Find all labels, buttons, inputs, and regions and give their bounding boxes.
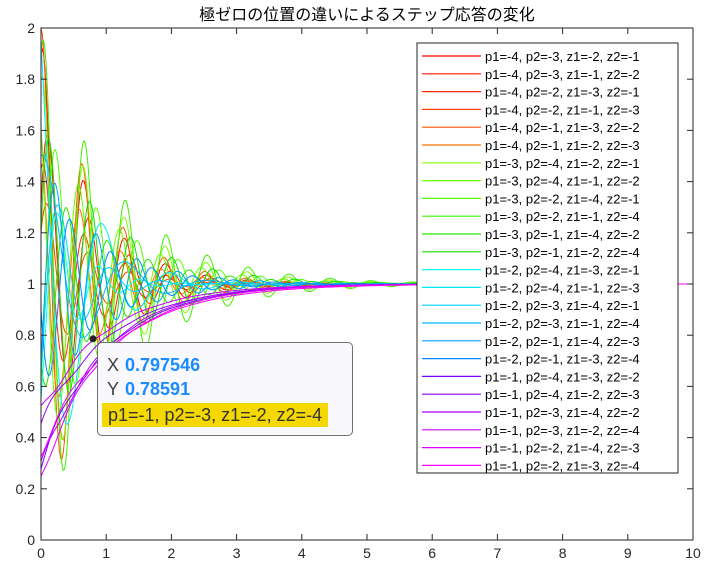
y-tick-label: 0.6 [16, 378, 36, 394]
x-tick-label: 1 [102, 545, 110, 561]
legend-item[interactable]: p1=-1, p2=-3, z1=-4, z2=-2 [422, 405, 640, 420]
y-tick-label: 1 [27, 276, 35, 292]
legend-label: p1=-3, p2=-1, z1=-2, z2=-4 [485, 245, 640, 260]
legend-item[interactable]: p1=-3, p2=-4, z1=-2, z2=-1 [422, 156, 640, 171]
datatip-marker[interactable] [89, 335, 97, 343]
legend-label: p1=-3, p2=-1, z1=-4, z2=-2 [485, 227, 640, 242]
legend-item[interactable]: p1=-2, p2=-1, z1=-3, z2=-4 [422, 352, 640, 367]
y-tick-label: 0.8 [16, 327, 36, 343]
x-tick-label: 3 [233, 545, 241, 561]
legend-label: p1=-4, p2=-2, z1=-3, z2=-1 [485, 85, 640, 100]
legend-item[interactable]: p1=-3, p2=-2, z1=-4, z2=-1 [422, 191, 640, 206]
legend-label: p1=-4, p2=-1, z1=-3, z2=-2 [485, 120, 640, 135]
y-tick-label: 0 [27, 532, 35, 548]
legend-label: p1=-2, p2=-1, z1=-3, z2=-4 [485, 352, 640, 367]
datatip-y-value: 0.78591 [125, 379, 191, 399]
legend-label: p1=-4, p2=-1, z1=-2, z2=-3 [485, 138, 640, 153]
datatip-y-label: Y [107, 379, 120, 399]
legend-label: p1=-2, p2=-4, z1=-3, z2=-1 [485, 263, 640, 278]
legend-label: p1=-1, p2=-2, z1=-3, z2=-4 [485, 458, 640, 473]
y-tick-label: 1.4 [16, 174, 36, 190]
datatip-series-label: p1=-1, p2=-3, z1=-2, z2=-4 [102, 403, 329, 427]
y-tick-label: 1.6 [16, 122, 36, 138]
chart-title: 極ゼロの位置の違いによるステップ応答の変化 [199, 5, 535, 24]
legend-label: p1=-4, p2=-3, z1=-1, z2=-2 [485, 67, 640, 82]
legend-item[interactable]: p1=-3, p2=-2, z1=-1, z2=-4 [422, 209, 640, 224]
y-tick-label: 1.8 [16, 71, 36, 87]
legend-label: p1=-2, p2=-1, z1=-4, z2=-3 [485, 334, 640, 349]
legend-item[interactable]: p1=-2, p2=-1, z1=-4, z2=-3 [422, 334, 640, 349]
legend-item[interactable]: p1=-3, p2=-4, z1=-1, z2=-2 [422, 174, 640, 189]
legend-box [416, 42, 679, 474]
legend-item[interactable]: p1=-1, p2=-4, z1=-2, z2=-3 [422, 387, 640, 402]
x-tick-label: 8 [559, 545, 567, 561]
legend-item[interactable]: p1=-4, p2=-3, z1=-2, z2=-1 [422, 49, 640, 64]
y-tick-label: 0.2 [16, 481, 36, 497]
legend-item[interactable]: p1=-2, p2=-4, z1=-1, z2=-3 [422, 280, 640, 295]
legend-label: p1=-1, p2=-3, z1=-2, z2=-4 [485, 423, 640, 438]
datatip-x-value: 0.797546 [125, 355, 201, 375]
x-tick-label: 6 [428, 545, 436, 561]
datatip[interactable]: X 0.797546 Y 0.78591 p1=-1, p2=-3, z1=-2, … [97, 342, 353, 436]
legend-label: p1=-1, p2=-2, z1=-4, z2=-3 [485, 441, 640, 456]
legend-item[interactable]: p1=-4, p2=-2, z1=-3, z2=-1 [422, 85, 640, 100]
y-tick-label: 1.2 [16, 225, 36, 241]
legend-label: p1=-3, p2=-2, z1=-4, z2=-1 [485, 191, 640, 206]
legend-item[interactable]: p1=-3, p2=-1, z1=-4, z2=-2 [422, 227, 640, 242]
legend-label: p1=-2, p2=-3, z1=-1, z2=-4 [485, 316, 640, 331]
y-tick-label: 2 [27, 20, 35, 36]
legend-label: p1=-2, p2=-3, z1=-4, z2=-1 [485, 298, 640, 313]
datatip-x-label: X [107, 355, 120, 375]
legend-item[interactable]: p1=-1, p2=-3, z1=-2, z2=-4 [422, 423, 640, 438]
legend-item[interactable]: p1=-4, p2=-2, z1=-1, z2=-3 [422, 102, 640, 117]
legend-item[interactable]: p1=-3, p2=-1, z1=-2, z2=-4 [422, 245, 640, 260]
y-tick-label: 0.4 [16, 430, 36, 446]
legend-label: p1=-3, p2=-4, z1=-1, z2=-2 [485, 174, 640, 189]
legend-label: p1=-1, p2=-4, z1=-2, z2=-3 [485, 387, 640, 402]
legend-item[interactable]: p1=-4, p2=-3, z1=-1, z2=-2 [422, 67, 640, 82]
legend-item[interactable]: p1=-1, p2=-2, z1=-4, z2=-3 [422, 441, 640, 456]
x-tick-label: 0 [37, 545, 45, 561]
legend-label: p1=-3, p2=-4, z1=-2, z2=-1 [485, 156, 640, 171]
legend-item[interactable]: p1=-4, p2=-1, z1=-2, z2=-3 [422, 138, 640, 153]
legend-item[interactable]: p1=-1, p2=-2, z1=-3, z2=-4 [422, 458, 640, 473]
legend-label: p1=-4, p2=-2, z1=-1, z2=-3 [485, 102, 640, 117]
legend-item[interactable]: p1=-2, p2=-3, z1=-4, z2=-1 [422, 298, 640, 313]
legend-label: p1=-3, p2=-2, z1=-1, z2=-4 [485, 209, 640, 224]
legend-item[interactable]: p1=-1, p2=-4, z1=-3, z2=-2 [422, 369, 640, 384]
legend-item[interactable]: p1=-2, p2=-3, z1=-1, z2=-4 [422, 316, 640, 331]
x-tick-label: 4 [298, 545, 306, 561]
x-tick-label: 7 [494, 545, 502, 561]
legend-label: p1=-2, p2=-4, z1=-1, z2=-3 [485, 280, 640, 295]
legend-item[interactable]: p1=-2, p2=-4, z1=-3, z2=-1 [422, 263, 640, 278]
x-tick-label: 10 [685, 545, 701, 561]
x-tick-label: 5 [363, 545, 371, 561]
legend-item[interactable]: p1=-4, p2=-1, z1=-3, z2=-2 [422, 120, 640, 135]
legend[interactable]: p1=-4, p2=-3, z1=-2, z2=-1 p1=-4, p2=-3, … [416, 42, 679, 474]
legend-label: p1=-4, p2=-3, z1=-2, z2=-1 [485, 49, 640, 64]
legend-label: p1=-1, p2=-3, z1=-4, z2=-2 [485, 405, 640, 420]
x-tick-label: 9 [624, 545, 632, 561]
x-tick-label: 2 [168, 545, 176, 561]
legend-label: p1=-1, p2=-4, z1=-3, z2=-2 [485, 369, 640, 384]
